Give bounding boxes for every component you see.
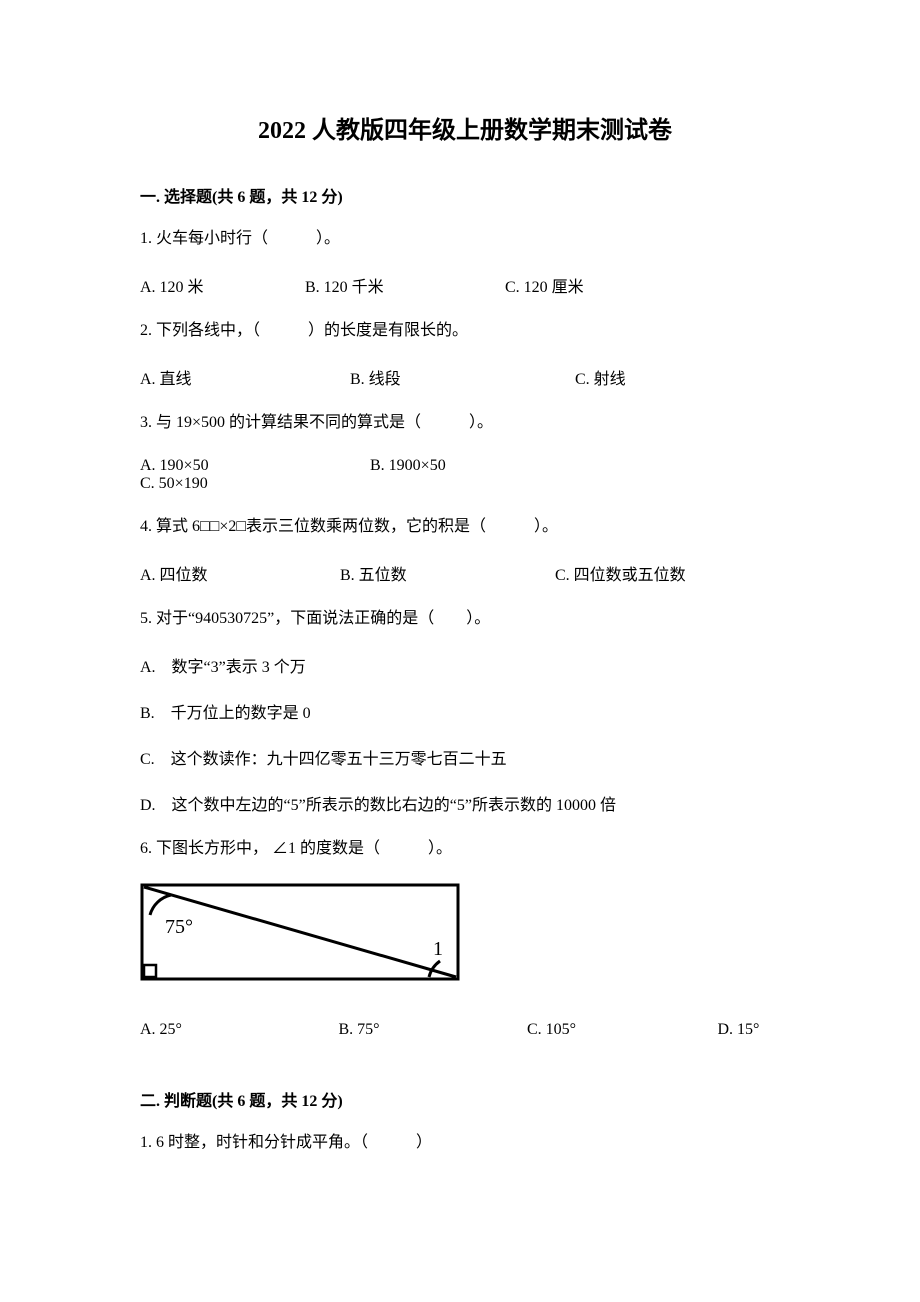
q6-optD: D. 15° [628, 1021, 791, 1039]
q6-optB: B. 75° [303, 1021, 466, 1039]
q2-optC: C. 射线 [575, 365, 725, 389]
angle-1-label: 1 [433, 938, 443, 960]
q3-optB: B. 1900×50 [370, 457, 620, 475]
q2-options: A. 直线 B. 线段 C. 射线 [140, 365, 790, 389]
q1-options: A. 120 米 B. 120 千米 C. 120 厘米 [140, 273, 790, 297]
q6-optC: C. 105° [465, 1021, 628, 1039]
angle-arc-left [150, 895, 171, 915]
q1-text: 1. 火车每小时行（ ）。 [140, 227, 790, 251]
q3-optA: A. 190×50 [140, 457, 370, 475]
section2-header: 二. 判断题(共 6 题，共 12 分) [140, 1087, 790, 1111]
page-title: 2022 人教版四年级上册数学期末测试卷 [140, 110, 790, 145]
q4-optC: C. 四位数或五位数 [555, 561, 705, 585]
q5-text: 5. 对于“940530725”，下面说法正确的是（ ）。 [140, 607, 790, 631]
angle-75-label: 75° [165, 916, 193, 938]
q5-options: A. 数字“3”表示 3 个万 B. 千万位上的数字是 0 C. 这个数读作：九… [140, 653, 790, 815]
q6-text: 6. 下图长方形中， ∠1 的度数是（ ）。 [140, 837, 790, 861]
s2-q1-text: 1. 6 时整，时针和分针成平角。（ ） [140, 1131, 790, 1155]
q1-optC: C. 120 厘米 [505, 273, 670, 297]
q4-options: A. 四位数 B. 五位数 C. 四位数或五位数 [140, 561, 790, 585]
angle-arc-right [429, 961, 440, 977]
q5-optD: D. 这个数中左边的“5”所表示的数比右边的“5”所表示数的 10000 倍 [140, 791, 790, 815]
q4-text: 4. 算式 6□□×2□表示三位数乘两位数，它的积是（ ）。 [140, 515, 790, 539]
q5-optA: A. 数字“3”表示 3 个万 [140, 653, 790, 677]
q2-optA: A. 直线 [140, 365, 350, 389]
right-angle-square [144, 965, 156, 977]
q3-optC: C. 50×190 [140, 475, 370, 493]
q1-optA: A. 120 米 [140, 273, 305, 297]
q6-optA: A. 25° [140, 1021, 303, 1039]
q2-text: 2. 下列各线中，（ ）的长度是有限长的。 [140, 319, 790, 343]
q5-optC: C. 这个数读作：九十四亿零五十三万零七百二十五 [140, 745, 790, 769]
q6-figure: 75° 1 [140, 883, 790, 986]
q4-optA: A. 四位数 [140, 561, 340, 585]
q5-optB: B. 千万位上的数字是 0 [140, 699, 790, 723]
section1-header: 一. 选择题(共 6 题，共 12 分) [140, 183, 790, 207]
q4-optB: B. 五位数 [340, 561, 555, 585]
q3-text: 3. 与 19×500 的计算结果不同的算式是（ ）。 [140, 411, 790, 435]
q6-options: A. 25° B. 75° C. 105° D. 15° [140, 1021, 790, 1039]
q2-optB: B. 线段 [350, 365, 575, 389]
q1-optB: B. 120 千米 [305, 273, 505, 297]
q3-options: A. 190×50 B. 1900×50 C. 50×190 [140, 457, 790, 493]
rectangle-diagram: 75° 1 [140, 883, 460, 981]
